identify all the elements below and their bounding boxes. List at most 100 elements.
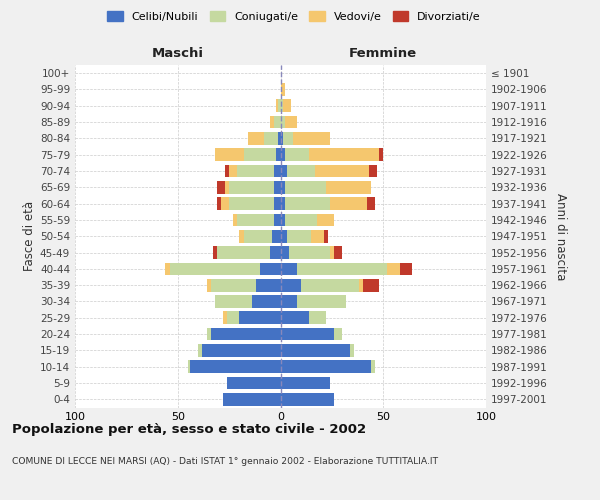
Bar — [284, 181, 326, 194]
Bar — [281, 312, 309, 324]
Bar — [281, 376, 330, 390]
Bar — [311, 230, 323, 242]
Bar — [239, 230, 244, 242]
Bar — [317, 214, 334, 226]
Bar — [281, 148, 284, 161]
Bar — [284, 116, 297, 128]
Bar — [281, 344, 350, 357]
Text: COMUNE DI LECCE NEI MARSI (AQ) - Dati ISTAT 1° gennaio 2002 - Elaborazione TUTTI: COMUNE DI LECCE NEI MARSI (AQ) - Dati IS… — [12, 458, 438, 466]
Bar — [277, 148, 281, 161]
Bar — [198, 344, 202, 357]
Bar — [166, 262, 170, 275]
Bar — [281, 164, 287, 177]
Bar — [270, 246, 281, 259]
Bar — [283, 100, 291, 112]
Bar — [334, 328, 342, 340]
Bar — [225, 181, 229, 194]
Bar — [284, 198, 330, 210]
Y-axis label: Anni di nascita: Anni di nascita — [554, 192, 567, 280]
Bar — [284, 148, 309, 161]
Bar — [225, 164, 229, 177]
Bar — [227, 376, 281, 390]
Bar — [217, 246, 270, 259]
Bar — [223, 393, 281, 406]
Bar — [274, 116, 281, 128]
Bar — [272, 230, 281, 242]
Bar — [170, 262, 260, 275]
Bar — [211, 328, 281, 340]
Bar — [270, 116, 274, 128]
Text: Popolazione per età, sesso e stato civile - 2002: Popolazione per età, sesso e stato civil… — [12, 422, 366, 436]
Bar — [388, 262, 400, 275]
Bar — [215, 148, 244, 161]
Bar — [281, 83, 284, 96]
Bar — [277, 100, 278, 112]
Bar — [297, 262, 388, 275]
Bar — [211, 279, 256, 291]
Bar — [233, 214, 238, 226]
Bar — [287, 230, 311, 242]
Bar — [281, 214, 284, 226]
Bar — [274, 214, 281, 226]
Bar — [238, 164, 274, 177]
Bar — [206, 328, 211, 340]
Bar — [363, 279, 379, 291]
Bar — [229, 198, 274, 210]
Bar — [188, 360, 190, 373]
Bar — [278, 132, 281, 145]
Bar — [281, 246, 289, 259]
Text: Femmine: Femmine — [349, 47, 418, 60]
Bar — [334, 246, 342, 259]
Bar — [274, 198, 281, 210]
Bar — [229, 164, 238, 177]
Y-axis label: Fasce di età: Fasce di età — [23, 201, 36, 272]
Bar — [281, 100, 283, 112]
Bar — [281, 230, 287, 242]
Bar — [274, 181, 281, 194]
Bar — [281, 132, 283, 145]
Bar — [221, 198, 229, 210]
Bar — [284, 214, 317, 226]
Bar — [244, 230, 272, 242]
Bar — [215, 295, 252, 308]
Bar — [281, 393, 334, 406]
Bar — [309, 148, 379, 161]
Bar — [281, 295, 297, 308]
Bar — [260, 262, 281, 275]
Bar — [379, 148, 383, 161]
Bar — [281, 328, 334, 340]
Bar — [281, 262, 297, 275]
Bar — [202, 344, 281, 357]
Bar — [212, 246, 217, 259]
Bar — [274, 164, 281, 177]
Bar — [309, 312, 326, 324]
Bar — [229, 181, 274, 194]
Bar — [244, 148, 277, 161]
Bar — [359, 279, 363, 291]
Bar — [252, 295, 281, 308]
Bar — [217, 181, 225, 194]
Bar — [227, 312, 239, 324]
Legend: Celibi/Nubili, Coniugati/e, Vedovi/e, Divorziati/e: Celibi/Nubili, Coniugati/e, Vedovi/e, Di… — [104, 8, 484, 25]
Bar — [248, 132, 264, 145]
Bar — [330, 198, 367, 210]
Bar — [316, 164, 369, 177]
Bar — [371, 360, 375, 373]
Bar — [278, 100, 281, 112]
Bar — [281, 360, 371, 373]
Bar — [400, 262, 412, 275]
Bar — [281, 198, 284, 210]
Text: Maschi: Maschi — [152, 47, 204, 60]
Bar — [369, 164, 377, 177]
Bar — [239, 312, 281, 324]
Bar — [330, 246, 334, 259]
Bar — [287, 164, 316, 177]
Bar — [256, 279, 281, 291]
Bar — [301, 279, 359, 291]
Bar — [223, 312, 227, 324]
Bar — [281, 116, 284, 128]
Bar — [217, 198, 221, 210]
Bar — [283, 132, 293, 145]
Bar — [323, 230, 328, 242]
Bar — [238, 214, 274, 226]
